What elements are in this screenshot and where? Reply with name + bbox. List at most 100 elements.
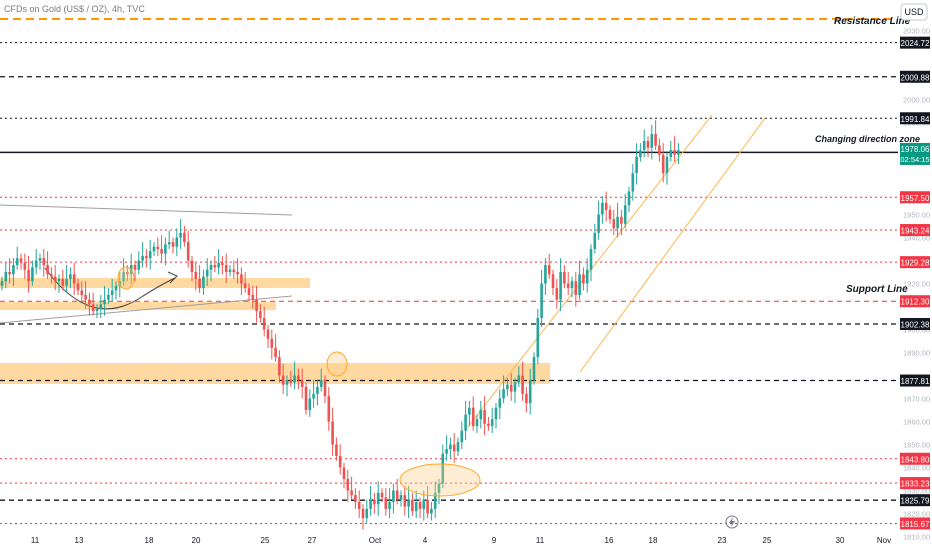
candle xyxy=(570,276,574,298)
candle xyxy=(437,479,441,505)
y-tick-0: 2030.00 xyxy=(903,27,930,36)
y-tick-11: 1840.00 xyxy=(903,464,930,473)
x-tick-13: 25 xyxy=(763,536,772,545)
candle xyxy=(642,129,646,157)
candle xyxy=(148,239,152,270)
candle xyxy=(654,120,657,151)
x-tick-9: 11 xyxy=(536,536,545,545)
candle xyxy=(103,285,106,316)
candle xyxy=(270,329,274,360)
x-tick-5: 27 xyxy=(308,536,317,545)
level-label-5: 1943.24 xyxy=(900,224,930,237)
candle xyxy=(414,490,418,519)
symbol-title: CFDs on Gold (US$ / OZ), 4h, TVC xyxy=(4,4,145,14)
y-tick-12: 1830.00 xyxy=(903,487,930,496)
candle xyxy=(46,251,49,279)
candle xyxy=(27,255,30,293)
candle xyxy=(156,237,160,256)
candle xyxy=(669,140,673,162)
svg-text:1815.67: 1815.67 xyxy=(901,520,930,529)
x-tick-0: 11 xyxy=(31,536,40,545)
candle xyxy=(8,258,11,284)
candle xyxy=(145,249,148,268)
candle xyxy=(95,304,99,318)
lightning-icon[interactable] xyxy=(725,515,739,529)
candle xyxy=(186,230,190,268)
candle xyxy=(190,255,194,282)
candle xyxy=(114,281,118,300)
level-label-12: 1825.79 xyxy=(900,494,930,507)
channel-upper-line xyxy=(466,114,713,429)
level-label-10: 1843.80 xyxy=(900,452,930,465)
candle xyxy=(304,382,308,415)
trend-lines xyxy=(0,114,766,429)
candle xyxy=(107,288,110,305)
candle xyxy=(331,407,334,456)
x-tick-14: 30 xyxy=(836,536,845,545)
x-tick-3: 20 xyxy=(192,536,201,545)
candle xyxy=(509,373,513,401)
zone-1912 xyxy=(0,278,310,288)
candle xyxy=(38,253,42,270)
candle xyxy=(202,269,205,295)
candle xyxy=(380,488,384,502)
candle xyxy=(255,285,258,323)
y-tick-13: 1820.00 xyxy=(903,510,930,519)
svg-text:1912.30: 1912.30 xyxy=(901,298,930,307)
candle xyxy=(152,242,156,256)
candle xyxy=(650,124,654,160)
candle xyxy=(395,479,399,505)
candle xyxy=(274,334,277,362)
currency-button[interactable]: USD xyxy=(900,3,928,21)
candle xyxy=(12,258,15,286)
candle xyxy=(278,350,281,383)
candle xyxy=(209,260,213,282)
candle xyxy=(289,370,293,387)
candle xyxy=(99,295,103,318)
candle xyxy=(251,285,255,309)
highlight-circle-1 xyxy=(117,266,135,290)
candle xyxy=(221,255,224,275)
svg-text:1902.38: 1902.38 xyxy=(901,321,930,330)
level-label-8: 1902.38 xyxy=(900,318,930,331)
candle xyxy=(183,226,186,247)
candle xyxy=(31,260,34,286)
candle xyxy=(521,361,524,401)
candle xyxy=(312,380,315,408)
candle xyxy=(240,267,243,295)
candle xyxy=(506,377,509,397)
highlight-bottom-ellipse xyxy=(399,463,481,497)
candle xyxy=(528,368,532,415)
candle xyxy=(585,258,589,293)
y-tick-10: 1850.00 xyxy=(903,441,930,450)
candle xyxy=(80,281,84,302)
time-axis[interactable]: 11 13 18 20 25 27 Oct 4 9 11 16 18 23 25 30 Nov xyxy=(31,536,891,545)
candle xyxy=(316,380,319,406)
candle xyxy=(578,260,581,300)
candle xyxy=(623,193,627,229)
candle xyxy=(19,253,23,270)
y-tick-8: 1870.00 xyxy=(903,395,930,404)
candle xyxy=(627,186,631,213)
candle xyxy=(0,276,4,291)
x-tick-1: 13 xyxy=(75,536,84,545)
candle xyxy=(361,504,365,530)
candle xyxy=(266,324,270,348)
level-label-13: 1815.67 xyxy=(900,517,930,530)
candle xyxy=(217,249,220,275)
lower-triangle-line xyxy=(0,295,293,324)
candle xyxy=(141,242,144,268)
candlestick-series xyxy=(0,120,680,530)
candle xyxy=(494,403,498,429)
candle xyxy=(468,400,471,427)
y-tick-9: 1860.00 xyxy=(903,418,930,427)
candle xyxy=(426,485,429,519)
candle xyxy=(635,143,638,185)
candle xyxy=(475,414,479,433)
highlight-circle-2 xyxy=(326,351,348,377)
x-tick-4: 25 xyxy=(261,536,270,545)
candle xyxy=(661,143,665,183)
candle xyxy=(179,219,182,249)
candle xyxy=(441,444,445,489)
